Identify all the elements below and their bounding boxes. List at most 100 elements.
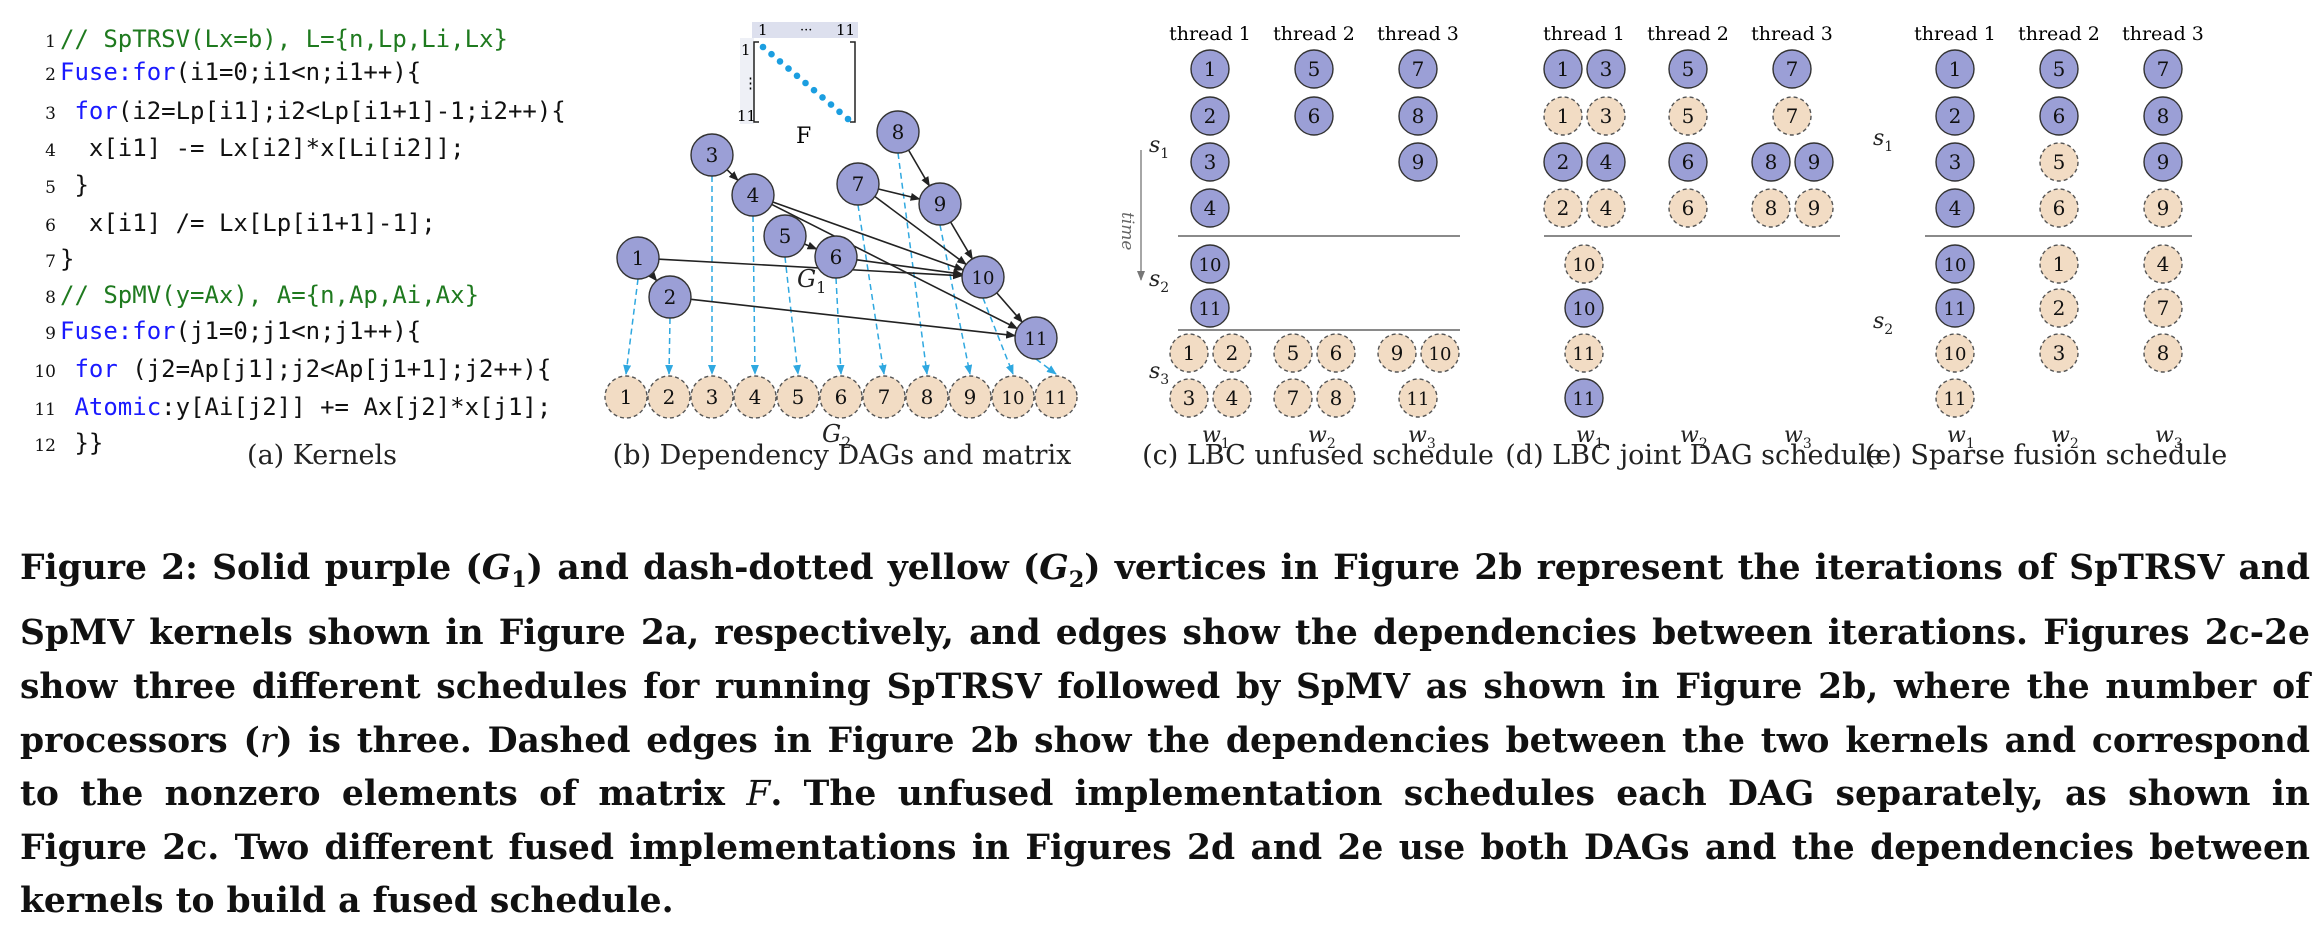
vertex-label: 3: [1600, 57, 1613, 81]
vertex-label: 11: [1025, 329, 1048, 350]
matrix-col-dots: ···: [800, 23, 812, 38]
vertex-circle: [918, 182, 962, 226]
g2-vertex: 8: [2143, 333, 2183, 373]
line-number: 9: [45, 324, 56, 344]
g2-vertex: 9: [2143, 188, 2183, 228]
vertex-label: 2: [1204, 104, 1217, 128]
line-number: 2: [45, 65, 56, 85]
vertex-label: 8: [921, 385, 934, 409]
vertex-circle: [1014, 316, 1058, 360]
matrix-row-header-bar: [740, 38, 754, 124]
g2-vertex: 6: [819, 375, 863, 419]
vertex-label: 3: [1949, 150, 1962, 174]
matrix-nonzero: [827, 101, 835, 108]
code-line: 3 for(i2=Lp[i1];i2<Lp[i1+1]-1;i2++){: [30, 94, 566, 128]
vertex-circle: [1377, 333, 1417, 373]
vertex-circle: [690, 375, 734, 419]
vertex-label: 8: [2157, 104, 2170, 128]
code-line: 1// SpTRSV(Lx=b), L={n,Lp,Li,Lx}: [30, 22, 508, 56]
code-token: }: [60, 171, 89, 199]
vertex-circle: [876, 110, 920, 154]
matrix-nonzero: [768, 50, 775, 58]
code-token: (j1=0;j1<n;j1++){: [175, 317, 422, 345]
code-token: (i1=0;i1<n;i1++){: [175, 58, 422, 86]
g2-vertex: 1: [1543, 96, 1583, 136]
code-token: Atomic: [74, 393, 162, 421]
g1-vertex: 2: [648, 275, 692, 319]
matrix-nonzero: [785, 65, 792, 72]
vertex-circle: [1668, 142, 1708, 182]
g1-vertex: 9: [918, 182, 962, 226]
g2-vertex: 7: [1273, 378, 1313, 418]
vertex-label: 4: [2157, 252, 2170, 276]
vertex-circle: [690, 133, 734, 177]
vertex-label: 3: [2053, 341, 2066, 365]
g2-vertex: 7: [862, 375, 906, 419]
g2-vertex: 1: [604, 375, 648, 419]
vertex-label: 4: [1204, 196, 1217, 220]
g2-vertex: 5: [1668, 96, 1708, 136]
vertex-circle: [1935, 244, 1975, 284]
vertex-label: 3: [1204, 150, 1217, 174]
code-line: 7}: [30, 242, 74, 276]
vertex-circle: [647, 375, 691, 419]
vertex-circle: [776, 375, 820, 419]
vertex-label: 9: [1391, 341, 1404, 365]
thread-label: thread 2: [1647, 23, 1729, 45]
g1-edge: [772, 201, 965, 271]
thread-label: thread 1: [1914, 23, 1996, 45]
vertex-label: 11: [1573, 389, 1596, 410]
g2-vertex: 4: [1586, 188, 1626, 228]
inter-kernel-edge: [623, 278, 639, 375]
g2-vertex: 7: [1772, 96, 1812, 136]
vertex-circle: [1543, 96, 1583, 136]
vertex-label: 9: [2157, 150, 2170, 174]
caption-line: to the nonzero elements of matrix F. The…: [20, 774, 2310, 815]
vertex-circle: [2039, 142, 2079, 182]
vertex-label: 6: [2053, 104, 2066, 128]
vertex-circle: [2143, 96, 2183, 136]
vertex-circle: [1273, 333, 1313, 373]
subcaption-a: (a) Kernels: [247, 440, 397, 471]
vertex-label: 8: [892, 120, 905, 144]
vertex-circle: [1586, 188, 1626, 228]
matrix-row-dots: ⋮: [743, 74, 758, 92]
g2-vertex: 3: [1586, 96, 1626, 136]
g2-vertex: 10: [991, 375, 1035, 419]
vertex-circle: [1190, 188, 1230, 228]
g1-edge: [996, 292, 1023, 323]
caption-line: Figure 2: Solid purple (G1) and dash-dot…: [20, 548, 2311, 593]
g1-vertex: 6: [1294, 96, 1334, 136]
g1-vertex: 8: [2143, 96, 2183, 136]
g1-vertex: 5: [1294, 49, 1334, 89]
line-number: 12: [34, 436, 56, 456]
vertex-circle: [1034, 375, 1078, 419]
vertex-circle: [1316, 333, 1356, 373]
vertex-circle: [2039, 288, 2079, 328]
code-token: for: [74, 355, 118, 383]
line-number: 10: [34, 362, 56, 382]
vertex-circle: [1273, 378, 1313, 418]
vertex-label: 8: [1765, 196, 1778, 220]
vertex-circle: [1398, 49, 1438, 89]
vertex-label: 2: [1557, 196, 1570, 220]
vertex-circle: [2143, 188, 2183, 228]
inter-kernel-edge: [1035, 358, 1057, 375]
vertex-label: 11: [1944, 389, 1967, 410]
vertex-label: 1: [1204, 57, 1217, 81]
vertex-circle: [1564, 378, 1604, 418]
vertex-label: 6: [1682, 150, 1695, 174]
g2-vertex: 2: [1212, 333, 1252, 373]
subcaption-c: (c) LBC unfused schedule: [1142, 440, 1494, 471]
g1-vertex: 3: [1935, 142, 1975, 182]
g1-vertex: 3: [1190, 142, 1230, 182]
vertex-label: 11: [1944, 299, 1967, 320]
g1-edge: [907, 149, 931, 187]
inter-kernel-edge: [982, 297, 1014, 375]
subcaption-e: (e) Sparse fusion schedule: [1864, 440, 2228, 471]
vertex-label: 10: [1573, 299, 1596, 320]
g2-vertex: 1: [1169, 333, 1209, 373]
vertex-circle: [2039, 188, 2079, 228]
inter-kernel-edge: [897, 152, 930, 375]
vertex-circle: [1772, 96, 1812, 136]
